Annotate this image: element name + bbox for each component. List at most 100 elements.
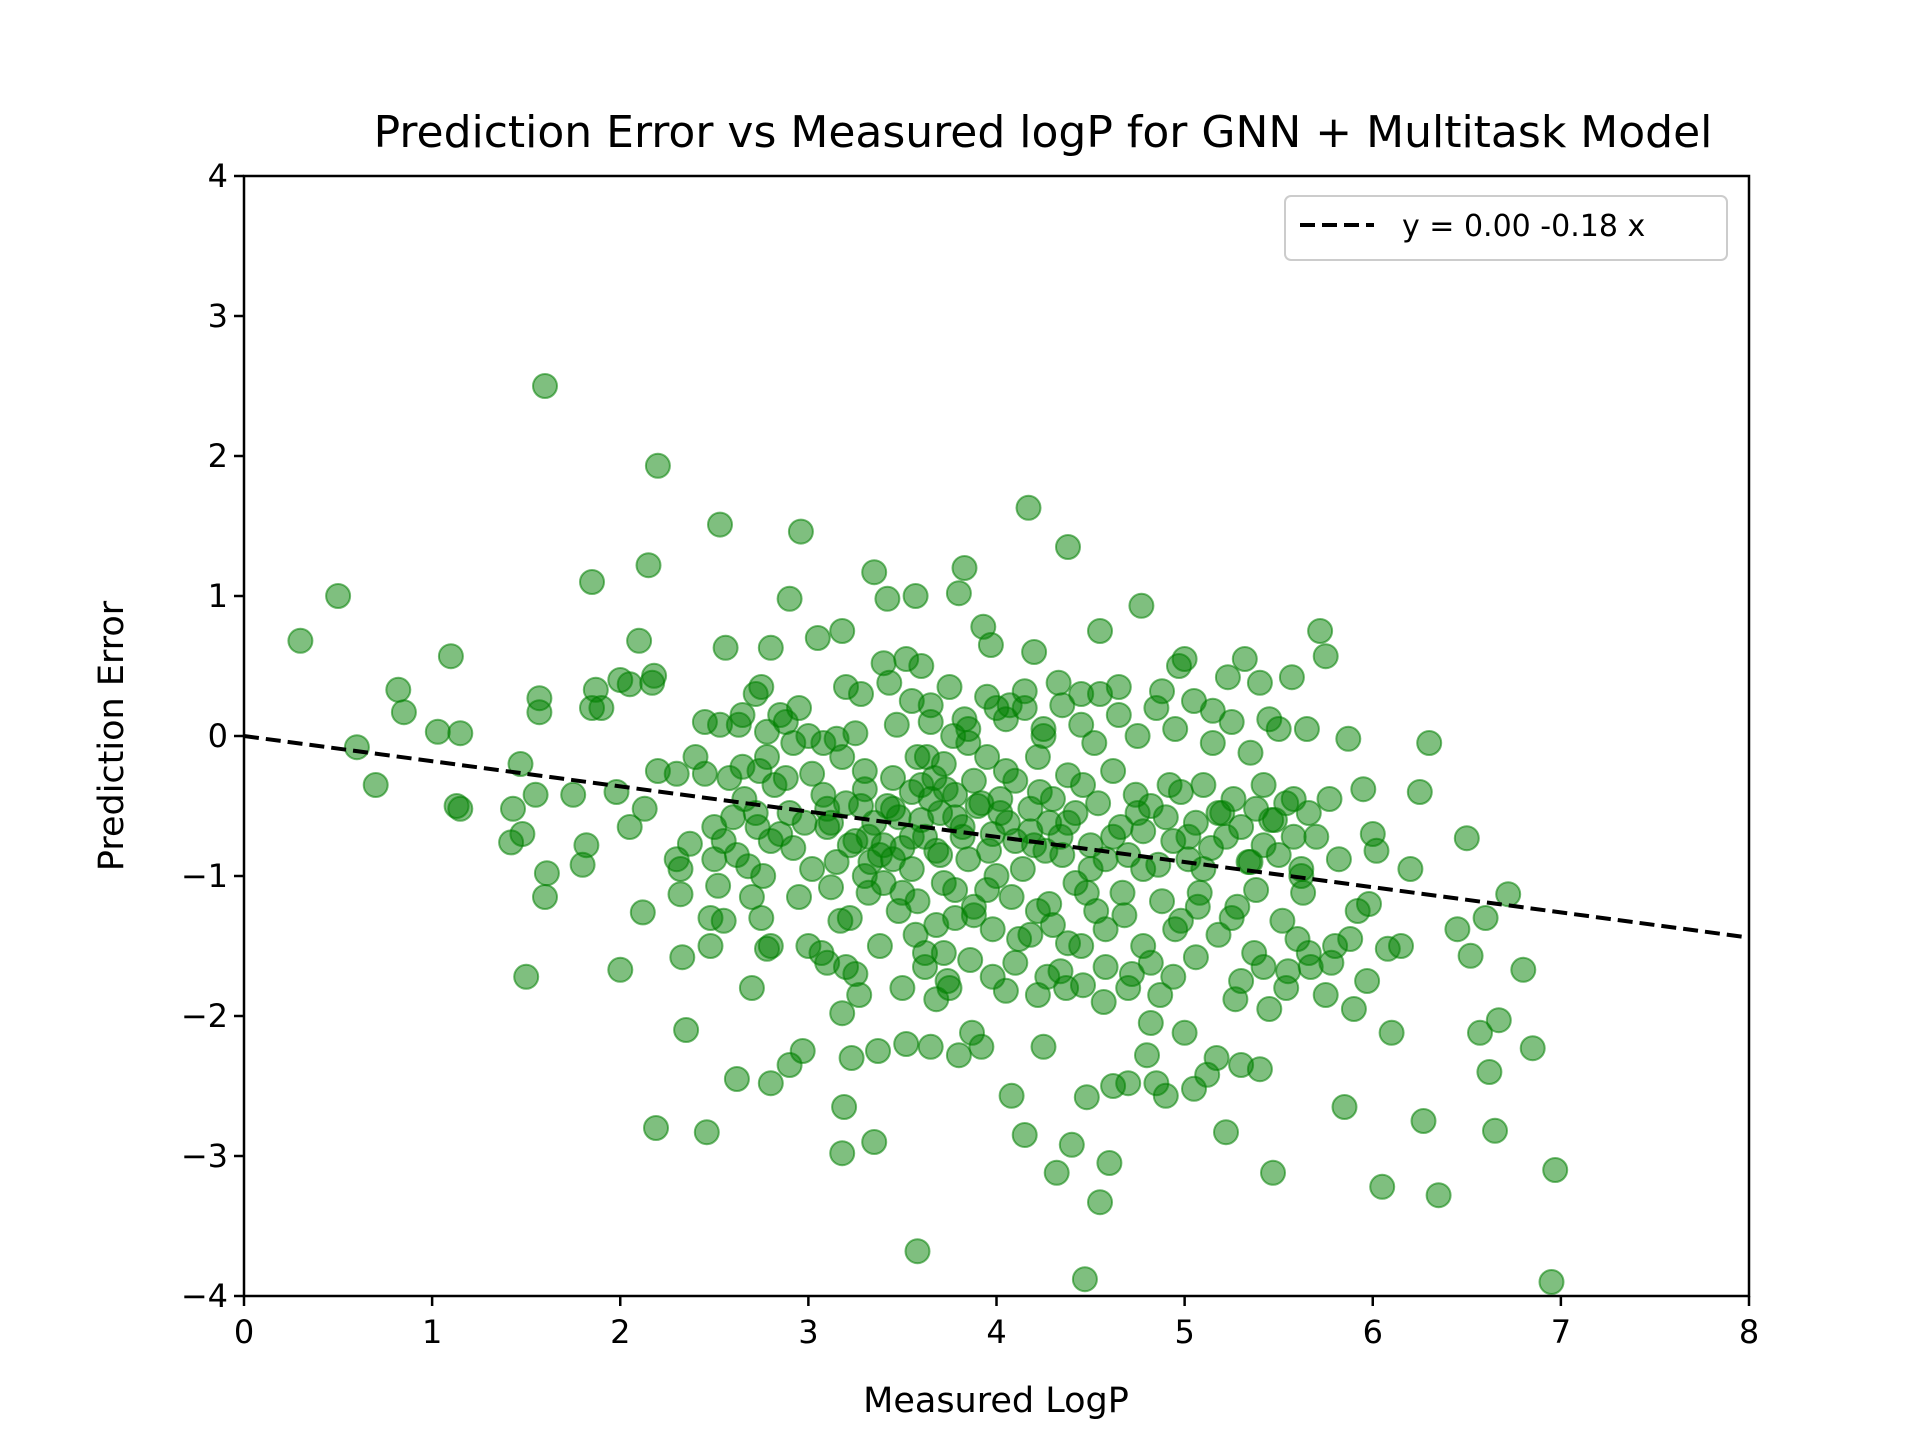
scatter-point [789,1038,816,1064]
scatter-point [1175,846,1202,873]
scatter-point [1182,944,1209,971]
scatter-point [842,828,869,854]
scatter-point [712,634,739,661]
scatter-point [1312,982,1339,1008]
scatter-point [1015,494,1042,521]
scatter-point [838,1045,865,1071]
scatter-point [1152,804,1179,831]
scatter-point [729,702,756,728]
scatter-point [1087,1189,1113,1216]
y-tick-label: −2 [181,997,228,1035]
scatter-point [1388,933,1414,959]
scatter-point [1318,949,1345,976]
scatter-point [635,552,662,579]
scatter-point [526,699,553,726]
scatter-point [1476,1059,1503,1085]
scatter-point [1214,664,1241,691]
scatter-point [1073,879,1100,906]
scatter-point [1218,709,1245,735]
scatter-point [1250,954,1277,980]
scatter-point [1070,772,1096,798]
scatter-point [829,1000,856,1027]
scatter-point [1162,716,1189,742]
scatter-point [1111,902,1138,929]
scatter-point [1096,1150,1123,1176]
scatter-point [424,718,451,745]
scatter-point [846,982,873,1008]
scatter-point [509,821,536,847]
scatter-point [1410,1108,1437,1134]
scatter-point [776,585,803,612]
fit-line-layer [243,734,1750,940]
scatter-point [667,856,694,882]
scatter-point [641,662,668,689]
scatter-point [861,559,888,586]
chart-title: Prediction Error vs Measured logP for GN… [374,107,1713,158]
legend-box [1284,195,1728,261]
scatter-point [898,856,925,882]
scatter-point [1316,786,1343,812]
scatter-point [723,842,750,868]
scatter-point [848,793,874,819]
scatter-point [848,681,874,707]
scatter-point [923,837,950,864]
scatter-point [1143,695,1170,721]
scatter-point [1378,1019,1405,1046]
scatter-point [930,940,957,966]
scatter-point [1235,849,1262,875]
scatter-point [1115,1070,1142,1097]
scatter-point [787,518,814,545]
scatter-point [738,975,765,1001]
y-tick-label: 4 [208,157,228,195]
scatter-point [804,625,831,651]
scatter-point [866,842,893,868]
scatter-point [1055,930,1081,957]
scatter-point [1092,916,1119,943]
scatter-point [968,1033,995,1060]
scatter-point [880,765,906,791]
scatter-point [1280,823,1307,850]
scatter-point [908,653,935,679]
scatter-point [1070,972,1096,999]
scatter-point [904,1238,931,1265]
scatter-point [748,674,775,700]
scatter-point [1256,996,1283,1022]
scatter-point [874,585,901,612]
scatter-point [533,860,560,887]
scatter-point [955,716,982,742]
scatter-point [1147,982,1174,1008]
scatter-point [1467,1019,1493,1046]
scatter-point [757,933,784,959]
scatter-point [1167,907,1194,934]
scatter-point [1203,1045,1230,1071]
scatter-point [994,809,1021,836]
scatter-point [447,795,474,822]
scatter-point [1350,776,1377,803]
scatter-point [898,688,925,714]
scatter-point [1030,1033,1057,1060]
scatter-point [791,809,818,836]
x-axis-ticks: 0 1 2 3 4 5 6 7 8 [234,1296,1759,1351]
scatter-point [836,905,863,931]
scatter-point [1149,888,1175,915]
y-tick-label: −1 [181,857,228,895]
scatter-point [390,699,417,726]
scatter-point [1085,790,1112,817]
scatter-point [942,804,969,831]
scatter-point [829,618,856,644]
fit-line [243,734,1750,940]
scatter-point [831,1094,858,1120]
scatter-point [893,1031,920,1057]
scatter-point [1199,730,1226,756]
scatter-point [1482,1117,1508,1144]
scatter-point [923,912,950,938]
scatter-point [1224,893,1251,920]
scatter-point [385,676,412,703]
scatter-point [1538,1269,1565,1295]
scatter-point [500,795,526,822]
scatter-point [1100,758,1127,784]
scatter-point [998,884,1025,910]
scatter-point [979,963,1006,990]
x-tick-label: 5 [1174,1313,1194,1351]
